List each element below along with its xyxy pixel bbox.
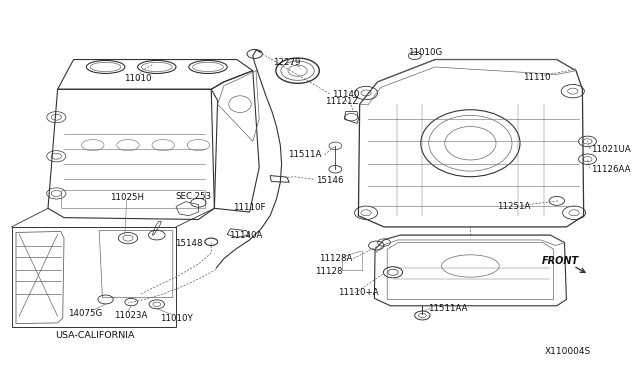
Text: 11128A: 11128A <box>319 254 353 263</box>
Text: 11121Z: 11121Z <box>325 97 358 106</box>
Text: 15146: 15146 <box>316 176 344 185</box>
Text: 11025H: 11025H <box>109 193 144 202</box>
Text: 11021UA: 11021UA <box>591 145 631 154</box>
Text: 11511AA: 11511AA <box>428 304 467 313</box>
Text: X110004S: X110004S <box>545 347 591 356</box>
Text: 11110: 11110 <box>524 73 550 82</box>
Text: 11110+A: 11110+A <box>338 288 379 297</box>
Text: 11251A: 11251A <box>497 202 531 211</box>
Text: SEC.253: SEC.253 <box>176 192 212 201</box>
Text: 11128: 11128 <box>315 267 342 276</box>
Text: FRONT: FRONT <box>542 256 579 266</box>
Text: 11010Y: 11010Y <box>159 314 193 323</box>
Text: 11140A: 11140A <box>229 231 262 240</box>
Text: 11511A: 11511A <box>288 150 321 159</box>
Text: 14075G: 14075G <box>68 309 102 318</box>
Text: 12279: 12279 <box>273 58 300 67</box>
Text: 11126AA: 11126AA <box>591 165 631 174</box>
Text: 11010G: 11010G <box>408 48 443 57</box>
Text: 11110F: 11110F <box>234 203 266 212</box>
Text: 15148: 15148 <box>175 239 203 248</box>
Text: 11023A: 11023A <box>114 311 147 320</box>
Text: 11140: 11140 <box>332 90 360 99</box>
Text: 11010: 11010 <box>124 74 151 83</box>
Text: USA-CALIFORNIA: USA-CALIFORNIA <box>55 331 134 340</box>
